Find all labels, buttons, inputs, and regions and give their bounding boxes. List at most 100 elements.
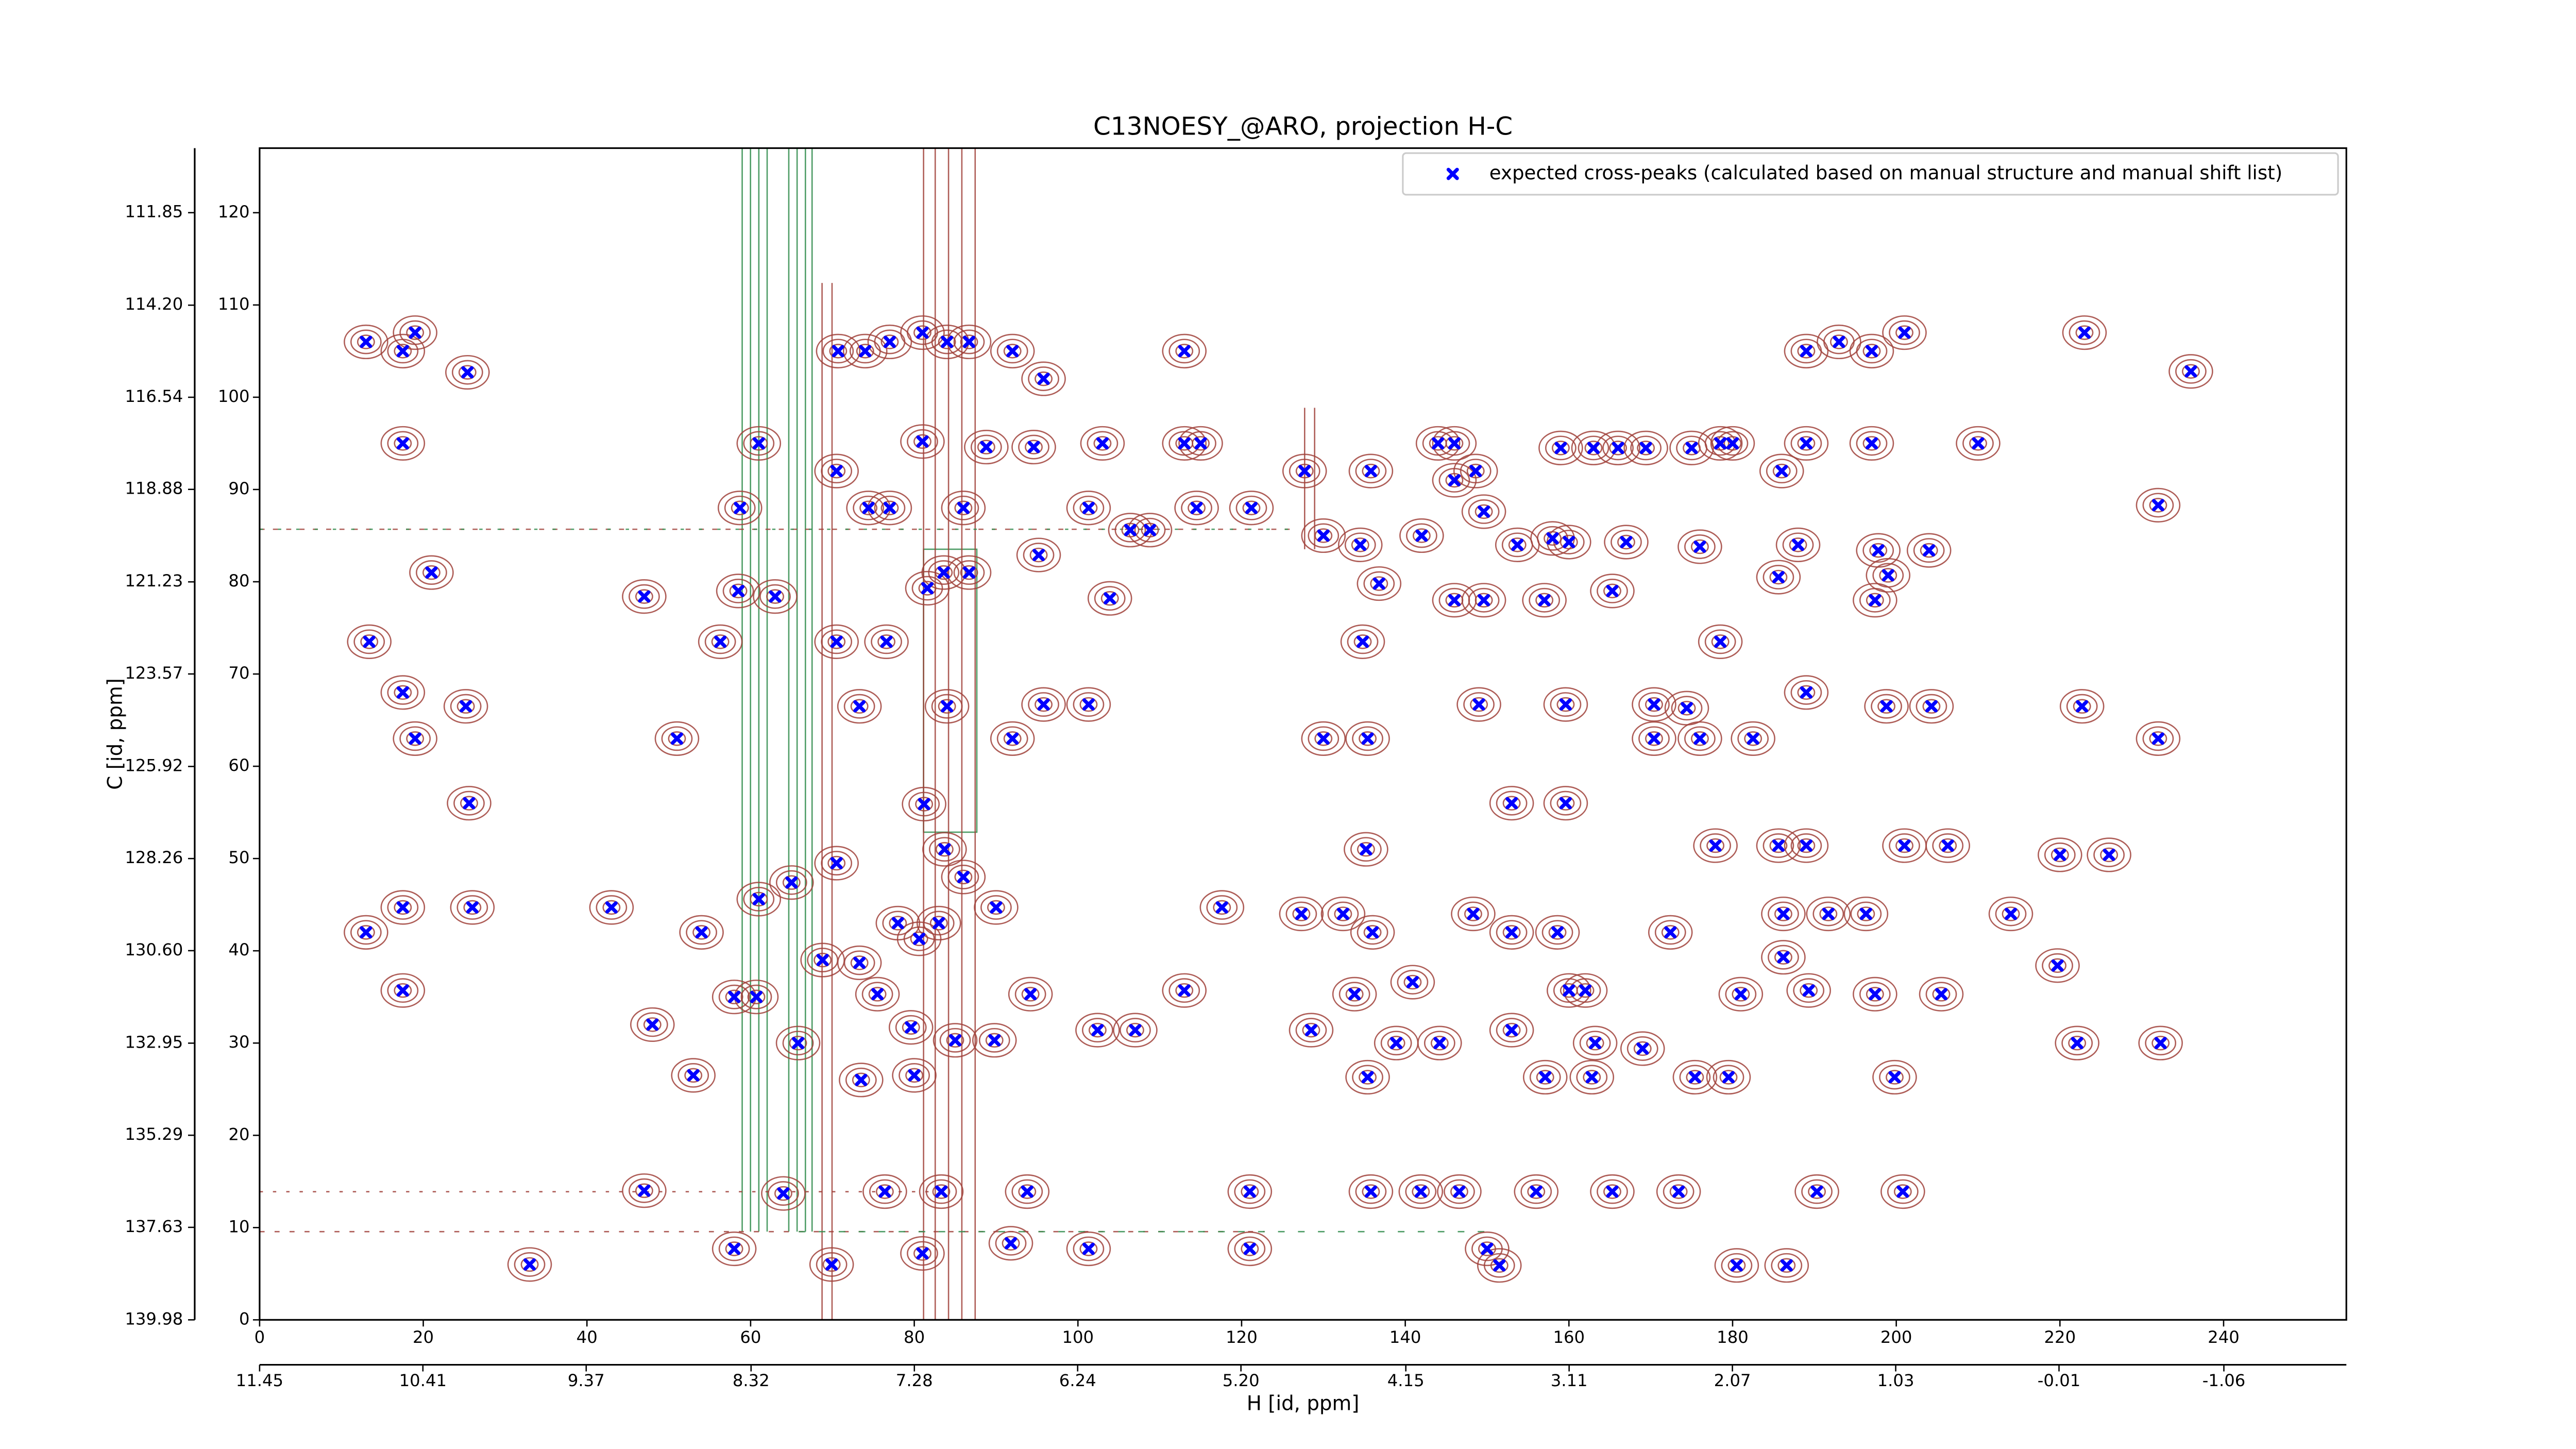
contour-ring [911, 576, 943, 601]
contour-ring [822, 339, 854, 364]
contour-ring [1630, 435, 1662, 461]
contour-ring [1168, 978, 1200, 1003]
contour-ring [1794, 1174, 1839, 1209]
contour-ring [450, 890, 495, 925]
contour-ring [1021, 687, 1066, 722]
peak-marker [1178, 437, 1191, 450]
peak-marker [1472, 698, 1485, 711]
x-tick-label: 160 [1553, 1327, 1585, 1347]
contour-ring [821, 459, 853, 484]
contour-ring [1241, 1241, 1259, 1256]
contour-ring [1350, 915, 1395, 950]
peak-marker [1505, 1024, 1518, 1037]
peak-marker [695, 926, 708, 939]
contour-ring [913, 1246, 931, 1261]
contour-ring [843, 333, 888, 368]
contour-ring [1857, 906, 1875, 921]
contour-ring [2062, 315, 2107, 350]
contour-ring [935, 842, 954, 857]
contour-ring [1611, 530, 1642, 554]
contour-ring [2151, 1036, 2170, 1051]
contour-ring [1417, 1025, 1462, 1060]
contour-ring [1477, 1248, 1522, 1283]
contour-ring [394, 436, 412, 451]
contour-ring [861, 982, 893, 1007]
x-tick-label: 0 [255, 1327, 265, 1347]
peak-marker [1178, 984, 1191, 997]
peak-marker [1414, 1185, 1427, 1198]
contour-ring [1430, 1036, 1449, 1051]
contour-ring [629, 1178, 660, 1203]
contour-ring [850, 955, 869, 970]
y2-tick-label: 125.92 [125, 755, 183, 775]
peak-marker [396, 437, 409, 450]
peak-marker [1587, 442, 1600, 454]
contour-ring [2149, 498, 2167, 513]
contour-ring [1677, 529, 1722, 564]
peak-marker [1511, 538, 1524, 551]
contour-ring [1704, 629, 1736, 654]
contour-ring [1578, 435, 1609, 461]
contour-ring [1774, 906, 1792, 921]
contour-ring [1199, 890, 1245, 925]
peak-marker [638, 1184, 651, 1197]
contour-ring [864, 624, 909, 659]
contour-ring [1380, 1031, 1412, 1056]
contour-ring [1895, 838, 1913, 853]
x2-tick-label: 11.45 [236, 1371, 283, 1390]
contour-ring [716, 574, 761, 609]
peak-marker [853, 700, 866, 713]
contour-ring [344, 324, 388, 360]
contour-ring [1761, 896, 1806, 932]
contour-ring [1415, 426, 1461, 461]
x-tick-label: 240 [2208, 1327, 2240, 1347]
peak-marker [1636, 1042, 1649, 1055]
contour-ring [1502, 1022, 1521, 1038]
peak-marker [1104, 592, 1116, 605]
contour-ring [1560, 534, 1578, 550]
y2-tick-label: 116.54 [125, 386, 183, 406]
contour-ring [923, 911, 955, 936]
peak-marker [396, 686, 409, 699]
x2-tick-label: 5.20 [1223, 1371, 1260, 1390]
contour-ring [874, 495, 906, 520]
contour-ring [1731, 721, 1775, 756]
contour-ring [1079, 697, 1098, 712]
contour-ring [1939, 838, 1957, 853]
contour-ring [859, 500, 878, 515]
contour-ring [1357, 566, 1402, 601]
contour-ring [1866, 987, 1884, 1002]
contour-ring [1988, 896, 2033, 932]
contour-ring [1879, 1065, 1910, 1090]
contour-ring [974, 890, 1019, 925]
peak-marker [1869, 988, 1882, 1001]
peak-marker [1005, 1237, 1017, 1250]
contour-ring [871, 629, 902, 654]
contour-ring [1337, 527, 1383, 562]
contour-ring [1956, 426, 2001, 461]
contour-ring [1289, 459, 1320, 484]
contour-ring [1188, 500, 1206, 515]
contour-ring [1719, 1070, 1738, 1085]
contour-ring [1282, 453, 1327, 488]
contour-ring [1162, 426, 1207, 461]
peak-marker [937, 566, 950, 579]
contour-ring [766, 589, 785, 604]
peak-marker [1693, 732, 1706, 745]
y-tick-label: 90 [228, 479, 249, 498]
contour-ring [1066, 1231, 1111, 1267]
contour-ring [750, 891, 768, 907]
peak-marker [2005, 907, 2017, 920]
peak-marker [921, 582, 934, 595]
peak-marker [1880, 700, 1893, 713]
contour-ring [1869, 543, 1888, 558]
contour-ring [1732, 987, 1750, 1002]
y-tick-label: 120 [218, 202, 250, 222]
contour-ring [1543, 786, 1588, 821]
contour-ring [971, 434, 1002, 460]
contour-ring [602, 900, 621, 915]
contour-ring [1008, 976, 1053, 1012]
peak-marker [1361, 732, 1374, 745]
contour-ring [1079, 1241, 1098, 1256]
peak-marker [830, 635, 843, 648]
